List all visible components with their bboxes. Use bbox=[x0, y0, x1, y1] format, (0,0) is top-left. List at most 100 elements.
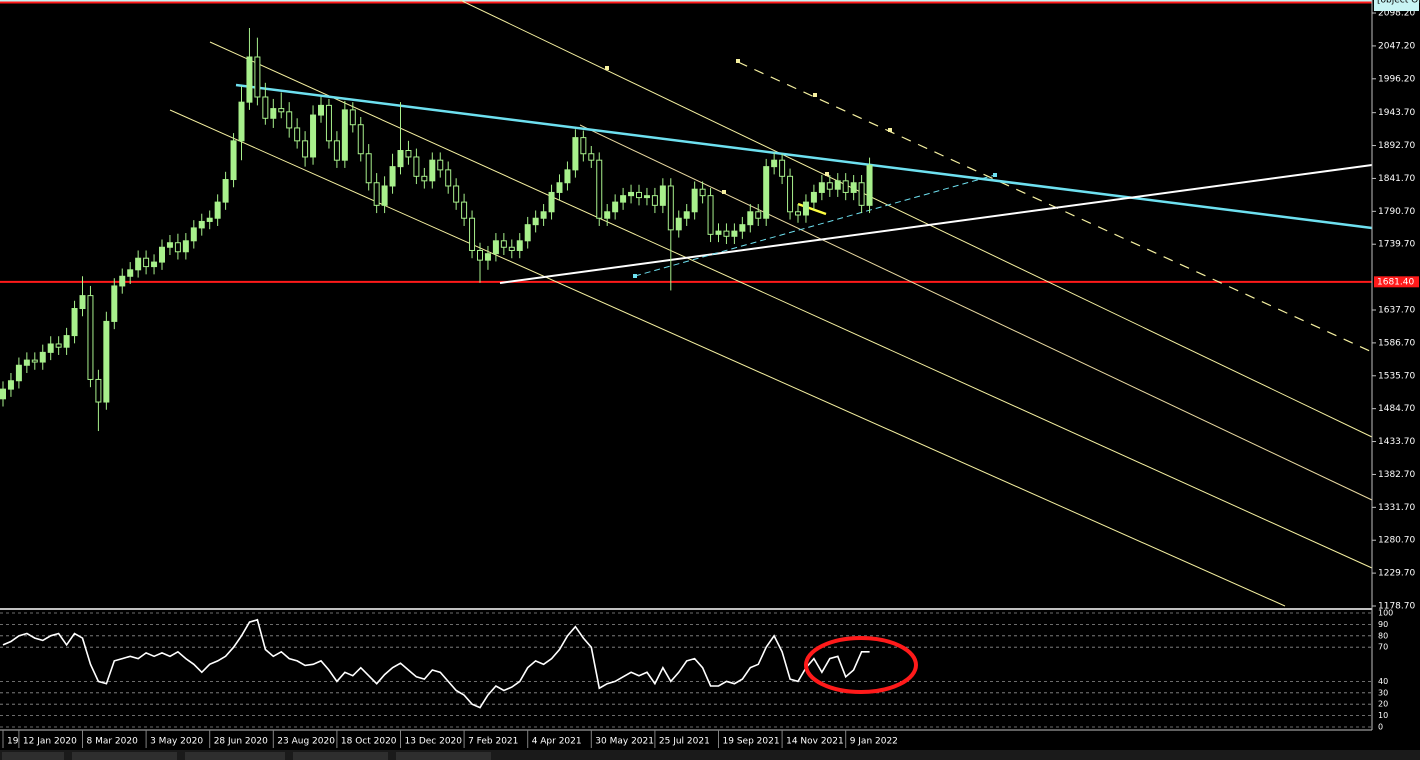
candle-body bbox=[143, 257, 150, 268]
candle-body bbox=[659, 185, 666, 206]
anchor-point bbox=[813, 93, 817, 97]
candle-body bbox=[246, 56, 253, 103]
candle-body bbox=[31, 359, 38, 363]
candle-body bbox=[174, 242, 181, 253]
rsi-tick-label: 100 bbox=[1378, 609, 1393, 618]
candle-body bbox=[198, 220, 205, 229]
candle-body bbox=[469, 217, 476, 251]
candle-body bbox=[667, 185, 674, 231]
tab[interactable] bbox=[293, 752, 388, 760]
x-tick-label: 7 Feb 2021 bbox=[468, 737, 518, 747]
candle-body bbox=[413, 156, 420, 177]
candle-body bbox=[445, 169, 452, 187]
channel-line bbox=[459, 0, 1373, 438]
resistance-line bbox=[235, 83, 1373, 230]
y-tick-label: 1433.70 bbox=[1378, 437, 1415, 447]
candle-body bbox=[0, 388, 6, 400]
anchor-point bbox=[888, 128, 892, 132]
candle-body bbox=[540, 211, 547, 219]
candle-body bbox=[318, 104, 324, 116]
candle-body bbox=[182, 240, 189, 253]
candle-body bbox=[691, 188, 698, 213]
candle-body bbox=[699, 188, 706, 197]
candle-body bbox=[747, 211, 754, 226]
rsi-layer bbox=[0, 612, 1372, 728]
x-tick-label: 18 Oct 2020 bbox=[341, 737, 397, 747]
candle-body bbox=[127, 269, 134, 277]
tab[interactable] bbox=[2, 752, 64, 760]
candle-body bbox=[95, 378, 102, 403]
candle-body bbox=[866, 164, 873, 206]
candle-body bbox=[826, 182, 833, 190]
candle-body bbox=[636, 191, 642, 199]
candle-body bbox=[834, 180, 841, 190]
candle-body bbox=[715, 230, 722, 235]
channel-line bbox=[579, 124, 1373, 501]
tab[interactable] bbox=[72, 752, 177, 760]
candle-body bbox=[739, 224, 746, 232]
y-tick-label: 1996.20 bbox=[1378, 74, 1415, 84]
candle-body bbox=[373, 182, 380, 206]
candle-body bbox=[151, 261, 158, 268]
candle-body bbox=[230, 140, 237, 181]
candle-body bbox=[802, 201, 809, 216]
candle-body bbox=[87, 295, 94, 380]
candle-body bbox=[39, 351, 46, 363]
candle-body bbox=[858, 182, 865, 206]
candle-body bbox=[190, 227, 197, 242]
candle-body bbox=[620, 195, 627, 203]
x-tick-label: 30 May 2021 bbox=[595, 737, 654, 747]
candle-body bbox=[604, 211, 611, 219]
tab[interactable] bbox=[185, 752, 285, 760]
candle-body bbox=[55, 343, 62, 348]
x-tick-label: 9 Jan 2022 bbox=[850, 737, 898, 747]
candle-body bbox=[818, 182, 825, 193]
candle-body bbox=[294, 127, 301, 142]
x-tick-label: 14 Nov 2021 bbox=[786, 737, 844, 747]
candle-body bbox=[556, 182, 563, 193]
candle-body bbox=[111, 285, 118, 322]
candle-body bbox=[349, 109, 356, 126]
candle-body bbox=[779, 159, 786, 177]
x-tick-label: 28 Jun 2020 bbox=[214, 737, 268, 747]
x-tick-label: 4 Apr 2021 bbox=[532, 737, 582, 747]
candle-body bbox=[238, 101, 245, 142]
rsi-tick-label: 20 bbox=[1378, 700, 1388, 709]
candle-body bbox=[159, 246, 165, 263]
candle-body bbox=[516, 240, 523, 251]
x-tick-label: 13 Dec 2020 bbox=[405, 737, 463, 747]
candle-body bbox=[580, 137, 587, 155]
candle-body bbox=[381, 185, 388, 206]
candle-body bbox=[477, 249, 483, 261]
candle-body bbox=[23, 359, 30, 366]
candle-body bbox=[325, 104, 332, 142]
candle-body bbox=[707, 195, 714, 235]
candle-body bbox=[7, 380, 14, 390]
candle-body bbox=[564, 169, 571, 184]
rsi-tick-label: 0 bbox=[1378, 723, 1383, 732]
rsi-line bbox=[2, 618, 870, 709]
candle-body bbox=[437, 159, 444, 171]
tab[interactable] bbox=[396, 752, 491, 760]
candle-body bbox=[429, 159, 436, 182]
channel-line bbox=[209, 41, 1373, 569]
candle-body bbox=[596, 159, 603, 219]
anchor-point bbox=[722, 190, 726, 194]
candle-body bbox=[15, 364, 22, 382]
candle-body bbox=[850, 182, 857, 193]
highlight-circle bbox=[804, 636, 918, 694]
y-tick-label: 1229.70 bbox=[1378, 569, 1415, 579]
y-tick-label: 1484.70 bbox=[1378, 404, 1415, 414]
candle-body bbox=[795, 211, 801, 216]
candle-body bbox=[675, 217, 682, 231]
channel-line bbox=[169, 109, 1286, 607]
candle-body bbox=[79, 295, 86, 310]
candle-body bbox=[508, 246, 515, 251]
candle-body bbox=[421, 175, 428, 182]
rsi-tick-label: 90 bbox=[1378, 620, 1388, 629]
candle-body bbox=[71, 308, 78, 337]
candle-body bbox=[103, 320, 110, 403]
y-tick-label: 1535.70 bbox=[1378, 371, 1415, 381]
anchor-point bbox=[993, 173, 997, 177]
